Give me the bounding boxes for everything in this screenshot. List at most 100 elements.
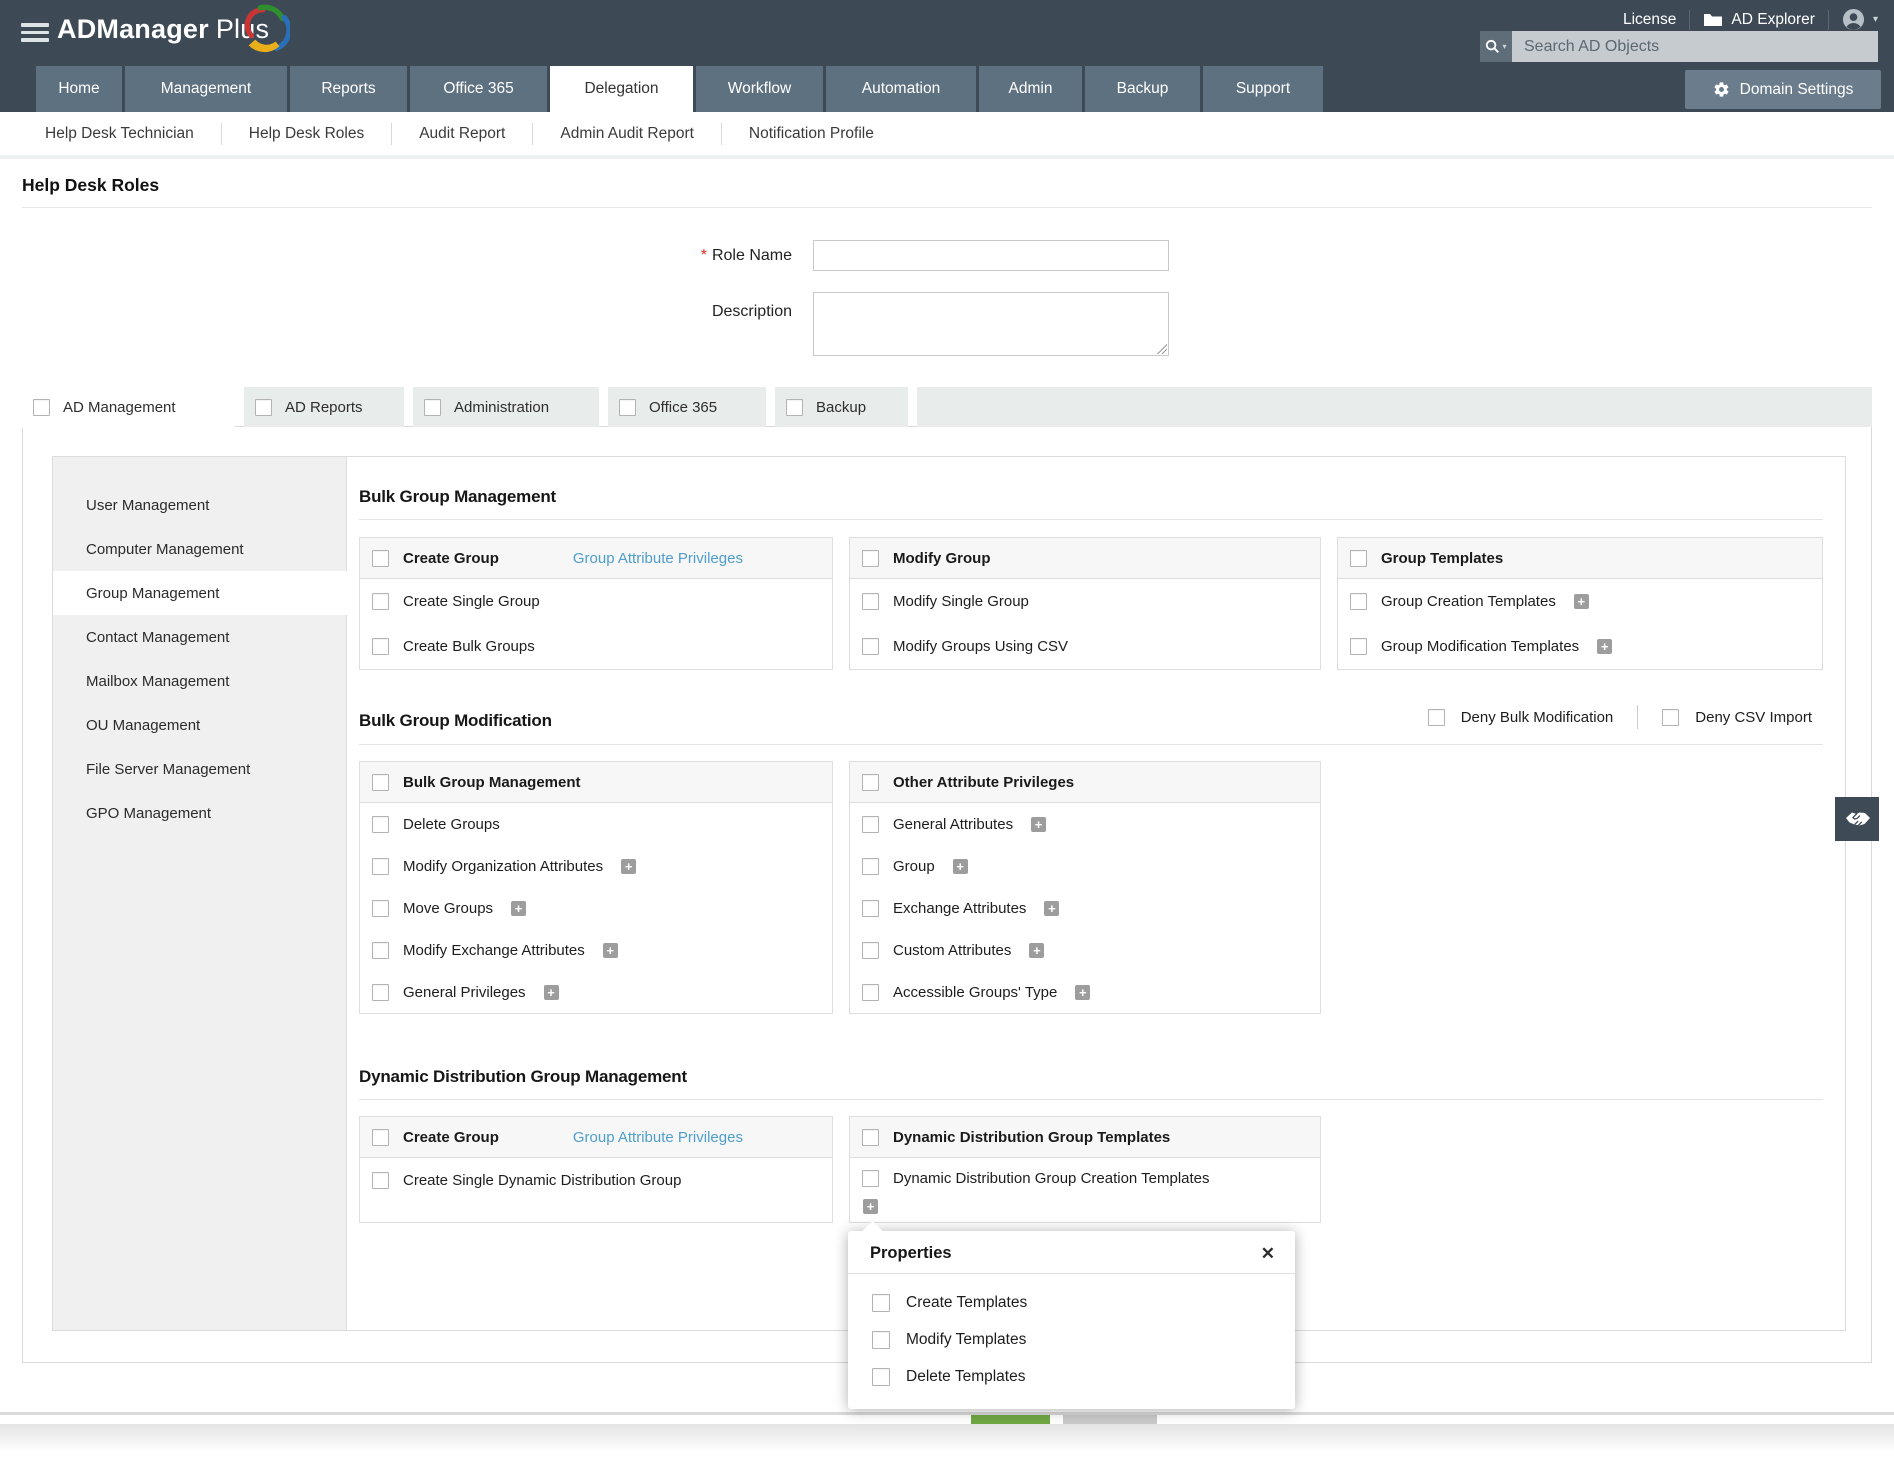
folder-icon [1704, 13, 1723, 26]
checkbox-create-single-group[interactable] [372, 593, 389, 610]
checkbox-modify-single-group[interactable] [862, 593, 879, 610]
nav-tab-automation[interactable]: Automation [826, 66, 976, 112]
subnav-notification-profile[interactable]: Notification Profile [748, 124, 874, 142]
nav-tab-reports[interactable]: Reports [290, 66, 407, 112]
checkbox-group-templates[interactable] [1350, 549, 1367, 567]
search-input[interactable] [1512, 31, 1878, 62]
close-icon[interactable]: ✕ [1260, 1244, 1275, 1263]
checkbox-delete-groups[interactable] [372, 815, 389, 833]
license-link[interactable]: License [1622, 10, 1677, 28]
checkbox-ddg-templates[interactable] [862, 1128, 879, 1146]
search-icon [1486, 39, 1500, 53]
partnership-feedback-button[interactable] [1835, 797, 1879, 841]
checkbox-create-templates[interactable] [872, 1293, 890, 1312]
expand-plus-icon[interactable]: + [511, 900, 527, 916]
checkbox-modify-organization-attributes[interactable] [372, 857, 389, 875]
expand-plus-icon[interactable]: + [1044, 900, 1060, 916]
cancel-button[interactable] [1063, 1415, 1157, 1424]
expand-plus-icon[interactable]: + [1075, 984, 1091, 1000]
sidebar-item-gpo-management[interactable]: GPO Management [86, 804, 212, 822]
checkbox-group-creation-templates[interactable] [1350, 593, 1367, 610]
sidebar-item-mailbox-management[interactable]: Mailbox Management [86, 672, 230, 690]
tab-checkbox[interactable] [786, 398, 803, 416]
checkbox-modify-group[interactable] [862, 549, 879, 567]
expand-plus-icon[interactable]: + [1029, 942, 1045, 958]
sidebar-item-user-management[interactable]: User Management [86, 496, 210, 514]
checkbox-bulk-group-management[interactable] [372, 773, 389, 791]
expand-plus-icon[interactable]: + [952, 858, 968, 874]
checkbox-ddg-creation-templates[interactable] [862, 1169, 879, 1187]
privilege-box-ddg-create-group: Create Group Group Attribute Privileges C… [359, 1116, 833, 1223]
privilege-box-bulk-group-management: Bulk Group Management Delete Groups Modi… [359, 761, 833, 1014]
tab-administration[interactable]: Administration [413, 387, 599, 427]
nav-tab-office365[interactable]: Office 365 [410, 66, 547, 112]
checkbox-create-single-ddg[interactable] [372, 1171, 389, 1189]
sidebar-item-computer-management[interactable]: Computer Management [86, 540, 244, 558]
tab-backup[interactable]: Backup [775, 387, 908, 427]
user-menu[interactable]: ▾ [1842, 8, 1878, 31]
tab-checkbox[interactable] [33, 399, 50, 416]
subnav-help-desk-technician[interactable]: Help Desk Technician [45, 124, 194, 142]
nav-tab-backup[interactable]: Backup [1085, 66, 1200, 112]
description-textarea[interactable] [813, 292, 1169, 356]
expand-plus-icon[interactable]: + [543, 984, 559, 1000]
ad-search-bar: ▾ [1480, 31, 1878, 62]
nav-tab-admin[interactable]: Admin [979, 66, 1082, 112]
checkbox-accessible-groups-type[interactable] [862, 983, 879, 1001]
tab-checkbox[interactable] [255, 398, 272, 416]
sidebar-item-ou-management[interactable]: OU Management [86, 716, 201, 734]
domain-settings-button[interactable]: Domain Settings [1685, 70, 1881, 109]
nav-tab-delegation[interactable]: Delegation [550, 66, 693, 112]
checkbox-create-group[interactable] [372, 549, 389, 567]
checkbox-create-bulk-groups[interactable] [372, 638, 389, 655]
resize-grip-icon[interactable] [1156, 343, 1167, 354]
checkbox-exchange-attributes[interactable] [862, 899, 879, 917]
sidebar-item-contact-management[interactable]: Contact Management [86, 628, 230, 646]
properties-popup: Properties ✕ Create Templates Modify Tem… [848, 1220, 1295, 1409]
nav-tab-home[interactable]: Home [36, 66, 122, 112]
nav-tab-management[interactable]: Management [125, 66, 287, 112]
expand-plus-icon[interactable]: + [863, 1199, 878, 1214]
expand-plus-icon[interactable]: + [602, 942, 618, 958]
save-button[interactable] [971, 1415, 1050, 1424]
tab-ad-reports[interactable]: AD Reports [244, 387, 404, 427]
checkbox-modify-templates[interactable] [872, 1330, 890, 1349]
logo-text-bold: ADManager [57, 14, 209, 44]
checkbox-deny-bulk-modification[interactable] [1427, 708, 1445, 726]
checkbox-custom-attributes[interactable] [862, 941, 879, 959]
nav-tab-workflow[interactable]: Workflow [696, 66, 823, 112]
expand-plus-icon[interactable]: + [1597, 639, 1613, 654]
checkbox-ddg-create-group[interactable] [372, 1128, 389, 1146]
divider [359, 744, 1823, 745]
tab-checkbox[interactable] [619, 398, 636, 416]
expand-plus-icon[interactable]: + [1031, 816, 1047, 832]
hamburger-menu-icon[interactable] [21, 23, 49, 46]
checkbox-group-modification-templates[interactable] [1350, 638, 1367, 655]
checkbox-general-attributes[interactable] [862, 815, 879, 833]
subnav-admin-audit-report[interactable]: Admin Audit Report [560, 124, 694, 142]
checkbox-modify-exchange-attributes[interactable] [372, 941, 389, 959]
checkbox-delete-templates[interactable] [872, 1367, 890, 1386]
search-scope-button[interactable]: ▾ [1480, 31, 1512, 62]
checkbox-modify-groups-csv[interactable] [862, 638, 879, 655]
nav-tab-support[interactable]: Support [1203, 66, 1323, 112]
ad-explorer-link[interactable]: AD Explorer [1703, 11, 1815, 29]
checkbox-group[interactable] [862, 857, 879, 875]
page-fade [0, 1424, 1894, 1452]
sidebar-item-group-management[interactable]: Group Management [53, 571, 358, 615]
role-name-input[interactable] [813, 240, 1169, 271]
expand-plus-icon[interactable]: + [621, 858, 637, 874]
subnav-help-desk-roles[interactable]: Help Desk Roles [248, 124, 365, 142]
sidebar-item-file-server-management[interactable]: File Server Management [86, 760, 251, 778]
group-attribute-privileges-link[interactable]: Group Attribute Privileges [572, 1128, 743, 1146]
checkbox-general-privileges[interactable] [372, 983, 389, 1001]
subnav-audit-report[interactable]: Audit Report [419, 124, 506, 142]
tab-office-365[interactable]: Office 365 [608, 387, 766, 427]
tab-checkbox[interactable] [424, 398, 441, 416]
checkbox-other-attribute-privileges[interactable] [862, 773, 879, 791]
checkbox-move-groups[interactable] [372, 899, 389, 917]
expand-plus-icon[interactable]: + [1573, 594, 1589, 609]
group-attribute-privileges-link[interactable]: Group Attribute Privileges [572, 549, 743, 567]
checkbox-deny-csv-import[interactable] [1662, 708, 1680, 726]
tab-ad-management[interactable]: AD Management [22, 387, 235, 428]
